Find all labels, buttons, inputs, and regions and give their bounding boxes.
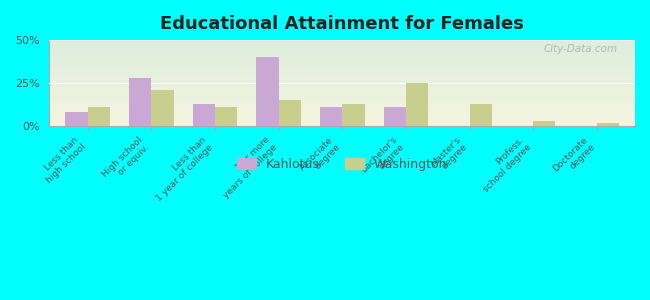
Bar <box>533 121 556 126</box>
Bar <box>88 107 110 126</box>
Legend: Kahlotus, Washington: Kahlotus, Washington <box>232 153 452 176</box>
Bar <box>192 104 215 126</box>
Bar <box>151 90 174 126</box>
Bar <box>597 123 619 126</box>
Bar <box>215 107 237 126</box>
Bar <box>256 57 279 126</box>
Text: City-Data.com: City-Data.com <box>543 44 618 54</box>
Bar <box>343 104 365 126</box>
Bar <box>279 100 301 126</box>
Title: Educational Attainment for Females: Educational Attainment for Females <box>161 15 524 33</box>
Bar <box>384 107 406 126</box>
Bar <box>469 104 492 126</box>
Bar <box>406 83 428 126</box>
Bar <box>129 78 151 126</box>
Bar <box>66 112 88 126</box>
Bar <box>320 107 343 126</box>
